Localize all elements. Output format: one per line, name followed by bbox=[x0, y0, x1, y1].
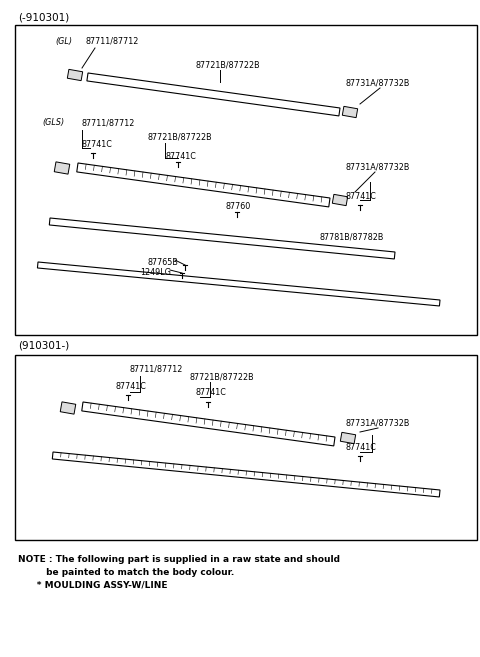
Text: 87741C: 87741C bbox=[195, 388, 226, 397]
Polygon shape bbox=[340, 432, 356, 443]
Text: 87711/87712: 87711/87712 bbox=[82, 118, 135, 127]
Text: 87721B/87722B: 87721B/87722B bbox=[148, 133, 213, 142]
Bar bbox=[15, 25, 477, 335]
Polygon shape bbox=[342, 106, 358, 118]
Text: 87731A/87732B: 87731A/87732B bbox=[345, 418, 409, 427]
Text: 87711/87712: 87711/87712 bbox=[85, 37, 138, 46]
Polygon shape bbox=[87, 73, 340, 116]
Polygon shape bbox=[54, 162, 70, 174]
Text: 87741C: 87741C bbox=[345, 192, 376, 201]
Polygon shape bbox=[67, 70, 83, 81]
Polygon shape bbox=[37, 262, 440, 306]
Text: 87781B/87782B: 87781B/87782B bbox=[320, 233, 384, 242]
Text: (GL): (GL) bbox=[55, 37, 72, 46]
Bar bbox=[15, 355, 477, 540]
Text: 87711/87712: 87711/87712 bbox=[130, 365, 183, 374]
Polygon shape bbox=[52, 452, 440, 497]
Text: be painted to match the body colour.: be painted to match the body colour. bbox=[18, 568, 234, 577]
Polygon shape bbox=[77, 163, 330, 207]
Polygon shape bbox=[49, 218, 395, 259]
Text: 87741C: 87741C bbox=[82, 140, 113, 149]
Text: 87765B: 87765B bbox=[148, 258, 179, 267]
Polygon shape bbox=[60, 402, 76, 414]
Text: 87731A/87732B: 87731A/87732B bbox=[345, 78, 409, 87]
Polygon shape bbox=[332, 194, 348, 206]
Text: (-910301): (-910301) bbox=[18, 12, 69, 22]
Polygon shape bbox=[82, 402, 335, 446]
Text: 1249LG: 1249LG bbox=[140, 268, 171, 277]
Text: 87741C: 87741C bbox=[115, 382, 146, 391]
Text: (910301-): (910301-) bbox=[18, 340, 69, 350]
Text: * MOULDING ASSY-W/LINE: * MOULDING ASSY-W/LINE bbox=[18, 581, 168, 590]
Text: 87741C: 87741C bbox=[345, 443, 376, 452]
Text: 87760: 87760 bbox=[225, 202, 250, 211]
Text: 87731A/87732B: 87731A/87732B bbox=[345, 162, 409, 171]
Text: 87741C: 87741C bbox=[165, 152, 196, 161]
Text: NOTE : The following part is supplied in a raw state and should: NOTE : The following part is supplied in… bbox=[18, 555, 340, 564]
Text: (GLS): (GLS) bbox=[42, 118, 64, 127]
Text: 87721B/87722B: 87721B/87722B bbox=[190, 372, 254, 381]
Text: 87721B/87722B: 87721B/87722B bbox=[195, 60, 260, 69]
